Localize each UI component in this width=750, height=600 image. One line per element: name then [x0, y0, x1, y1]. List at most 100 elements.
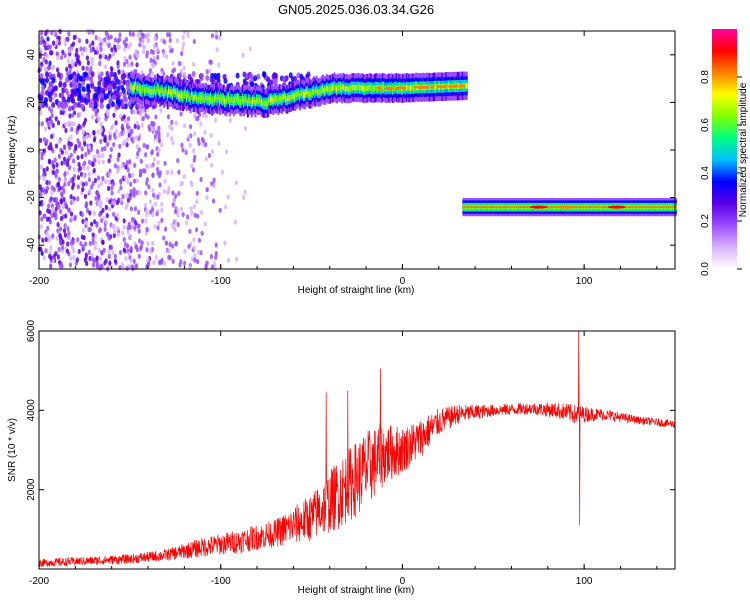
band-cell: [156, 84, 159, 91]
noise-cell: [214, 254, 218, 260]
noise-cell: [66, 226, 70, 232]
band-cell: [320, 87, 323, 94]
noise-cell: [58, 185, 62, 191]
band-cell: [527, 206, 530, 209]
noise-cell: [212, 177, 216, 183]
noise-cell: [87, 144, 92, 151]
noise-cell: [132, 178, 137, 184]
noise-cell: [204, 265, 208, 271]
band-cell: [223, 98, 226, 105]
band-cell: [601, 206, 604, 209]
noise-cell: [77, 91, 82, 98]
band-cell: [141, 88, 144, 94]
noise-cell: [59, 109, 63, 116]
noise-cell: [168, 124, 172, 130]
y-tick-label: 20: [26, 96, 37, 108]
noise-cell: [142, 142, 146, 148]
noise-cell: [111, 249, 115, 256]
noise-cell: [43, 100, 48, 107]
noise-cell: [172, 197, 176, 203]
band-cell: [211, 98, 214, 105]
noise-cell: [37, 105, 42, 111]
noise-cell: [101, 53, 106, 59]
noise-cell: [132, 258, 136, 264]
noise-cell: [93, 219, 97, 225]
noise-cell: [122, 218, 126, 224]
noise-cell: [135, 144, 139, 150]
noise-cell: [47, 44, 51, 50]
noise-cell: [90, 252, 94, 259]
noise-cell: [152, 156, 157, 162]
noise-cell: [160, 257, 164, 263]
noise-cell: [133, 123, 137, 129]
y-tick-label: 6000: [26, 319, 37, 342]
noise-cell: [113, 258, 118, 264]
noise-cell: [69, 134, 73, 140]
band-cell: [297, 90, 300, 97]
noise-cell: [89, 200, 93, 206]
noise-cell: [118, 143, 122, 149]
band-cell: [363, 86, 366, 92]
noise-cell: [42, 255, 46, 261]
noise-cell: [93, 92, 98, 99]
band-cell: [588, 206, 591, 209]
band-cell: [362, 85, 365, 92]
noise-cell: [66, 96, 71, 103]
band-cell: [517, 206, 520, 209]
noise-cell: [81, 85, 86, 92]
noise-cell: [192, 237, 196, 243]
band-cell: [660, 206, 663, 209]
noise-cell: [129, 233, 133, 240]
noise-cell: [41, 85, 46, 92]
noise-cell: [49, 108, 54, 114]
noise-cell: [83, 241, 88, 247]
noise-cell: [115, 168, 120, 175]
band-cell: [381, 84, 384, 91]
noise-cell: [180, 206, 184, 212]
noise-cell: [43, 51, 47, 57]
noise-cell: [91, 237, 95, 243]
noise-cell: [127, 44, 131, 50]
noise-cell: [49, 255, 53, 261]
noise-cell: [56, 181, 60, 187]
x-tick-label: 100: [576, 576, 593, 587]
noise-cell: [60, 149, 64, 155]
noise-cell: [108, 199, 112, 205]
noise-cell: [100, 264, 104, 270]
band-cell: [412, 84, 415, 91]
noise-cell: [168, 241, 172, 247]
noise-cell: [91, 29, 95, 35]
band-cell: [515, 206, 518, 209]
band-cell: [366, 85, 369, 92]
noise-cell: [191, 71, 196, 78]
band-cell: [143, 87, 146, 94]
noise-cell: [199, 72, 204, 79]
noise-cell: [98, 211, 102, 218]
noise-cell: [165, 54, 169, 60]
noise-cell: [122, 247, 126, 253]
noise-cell: [120, 123, 124, 129]
noise-cell: [50, 133, 54, 140]
noise-cell: [157, 147, 161, 153]
noise-cell: [160, 37, 164, 43]
noise-cell: [223, 204, 228, 210]
noise-cell: [171, 190, 175, 196]
noise-cell: [200, 230, 204, 236]
noise-cell: [127, 172, 132, 178]
band-cell: [518, 206, 521, 209]
band-cell: [229, 99, 232, 106]
noise-cell: [90, 61, 94, 67]
noise-cell: [146, 256, 150, 262]
noise-cell: [50, 212, 54, 219]
noise-cell: [183, 248, 187, 254]
band-cell: [146, 86, 149, 93]
noise-cell: [188, 142, 192, 149]
noise-cell: [83, 257, 87, 263]
noise-cell: [187, 134, 191, 140]
band-cell: [161, 87, 164, 94]
noise-cell: [157, 220, 161, 226]
noise-cell: [178, 72, 183, 79]
noise-cell: [62, 227, 67, 234]
band-cell: [260, 99, 263, 106]
noise-cell: [83, 117, 88, 123]
